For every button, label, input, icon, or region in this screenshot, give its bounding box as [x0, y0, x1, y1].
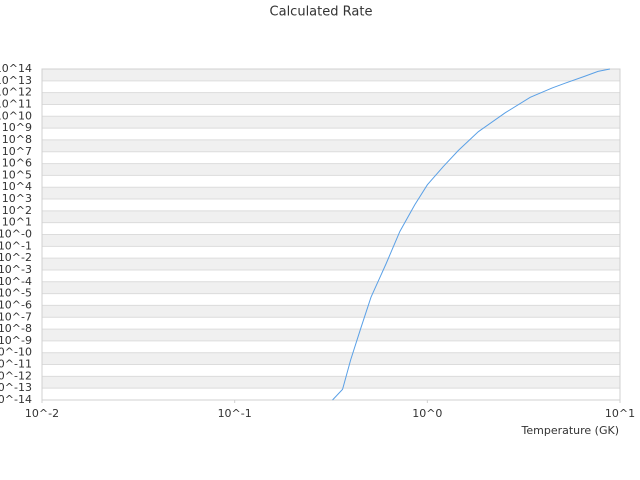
grid-band [42, 305, 620, 318]
y-tick-label: 10^10 [0, 109, 32, 122]
y-tick-label: 10^-12 [0, 369, 32, 382]
grid-band [42, 234, 620, 247]
grid-band [42, 187, 620, 200]
x-tick-label: 10^-1 [218, 407, 252, 420]
grid-band [42, 116, 620, 129]
y-tick-label: 10^7 [2, 145, 32, 158]
chart-title: Calculated Rate [270, 5, 373, 20]
y-tick-label: 10^-2 [0, 251, 32, 264]
y-tick-label: 10^-8 [0, 322, 32, 335]
y-tick-label: 10^-0 [0, 228, 32, 241]
y-tick-label: 10^1 [2, 216, 32, 229]
y-tick-label: 10^-14 [0, 393, 32, 406]
y-tick-label: 10^12 [0, 86, 32, 99]
x-tick-label: 10^1 [605, 407, 635, 420]
y-tick-label: 10^-13 [0, 381, 32, 394]
y-tick-label: 10^14 [0, 62, 32, 75]
y-tick-label: 10^-5 [0, 287, 32, 300]
y-tick-label: 10^-1 [0, 239, 32, 252]
grid-band [42, 329, 620, 341]
y-tick-label: 10^13 [0, 74, 32, 87]
y-tick-label: 10^-10 [0, 346, 32, 359]
y-tick-label: 10^5 [2, 168, 32, 181]
y-tick-label: 10^-9 [0, 334, 32, 347]
y-tick-label: 10^9 [2, 121, 32, 134]
grid-band [42, 69, 620, 81]
x-tick-label: 10^0 [412, 407, 442, 420]
y-tick-label: 10^-11 [0, 358, 32, 371]
grid-band [42, 352, 620, 365]
y-tick-label: 10^8 [2, 133, 32, 146]
data-line [332, 68, 611, 401]
grid-band [42, 139, 620, 152]
y-tick-label: 10^4 [2, 180, 32, 193]
x-axis-label: Temperature (GK) [521, 424, 620, 437]
y-tick-label: 10^3 [2, 192, 32, 205]
grid-band [42, 258, 620, 270]
y-tick-label: 10^-7 [0, 310, 32, 323]
grid-band [42, 163, 620, 176]
y-tick-label: 10^-4 [0, 275, 32, 288]
y-tick-label: 10^6 [2, 157, 32, 170]
grid-band [42, 376, 620, 389]
plot-frame [41, 68, 621, 401]
y-tick-label: 10^11 [0, 97, 32, 110]
x-tick-label: 10^-2 [25, 407, 59, 420]
y-tick-label: 10^-6 [0, 298, 32, 311]
y-tick-label: 10^2 [2, 204, 32, 217]
grid-band [42, 281, 620, 294]
grid-band [42, 92, 620, 105]
grid-band [42, 210, 620, 223]
y-tick-label: 10^-3 [0, 263, 32, 276]
